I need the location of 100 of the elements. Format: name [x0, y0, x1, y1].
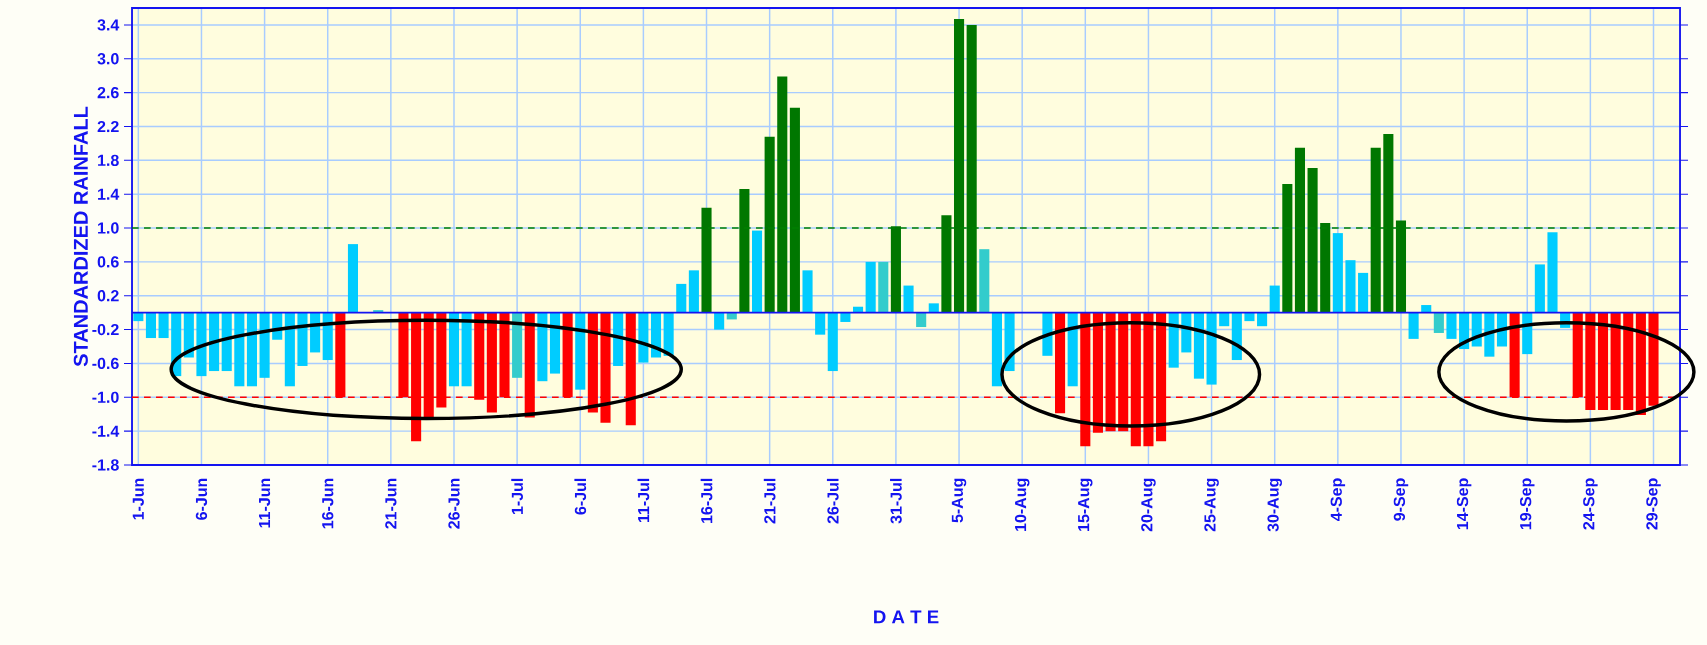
bar: [347, 244, 359, 313]
bar: [840, 312, 851, 322]
bar: [234, 312, 245, 387]
x-tick-label: 10-Aug: [1014, 478, 1030, 531]
bar: [991, 312, 1002, 387]
bar: [1193, 312, 1204, 379]
x-tick-label: 31-Jul: [890, 478, 902, 524]
x-tick-label: 19-Sep: [1520, 478, 1535, 530]
bar: [196, 312, 207, 377]
bar: [916, 312, 927, 328]
bar: [802, 270, 813, 313]
bar: [1042, 312, 1053, 356]
bar: [1408, 312, 1419, 339]
x-tick-label: 5-Aug: [951, 478, 967, 523]
y-tick-label: -1.4: [92, 425, 120, 437]
bar: [638, 312, 649, 363]
bar: [246, 312, 258, 387]
bar: [1231, 312, 1242, 361]
x-tick-label: 16-Jul: [700, 478, 713, 523]
bar: [1484, 312, 1495, 357]
bar: [512, 312, 523, 378]
bar: [663, 312, 674, 356]
bar: [1345, 260, 1356, 313]
bar: [1446, 312, 1457, 339]
x-tick-label: 26-Jun: [448, 478, 460, 529]
y-tick-label: -1.8: [92, 459, 119, 471]
bar: [183, 312, 194, 358]
bar: [1358, 272, 1369, 313]
bar: [1332, 233, 1343, 313]
x-axis-title: D A T E: [874, 610, 939, 624]
y-tick-label: 3.4: [97, 19, 120, 31]
y-tick-label: 3.0: [97, 53, 119, 65]
x-tick-label: 16-Jun: [322, 478, 334, 529]
x-tick-label: 21-Jul: [763, 478, 776, 524]
bar: [297, 312, 308, 366]
x-tick-label: 9-Sep: [1393, 478, 1409, 521]
bar: [650, 312, 662, 358]
x-tick-label: 26-Jul: [826, 478, 839, 524]
bar: [1269, 285, 1280, 313]
bar: [751, 230, 763, 313]
bar: [461, 312, 472, 387]
bar: [676, 283, 687, 313]
bar: [1206, 312, 1217, 385]
x-tick-label: 29-Sep: [1646, 478, 1661, 530]
x-tick-label: 6-Jul: [574, 478, 587, 515]
bar: [145, 312, 157, 339]
bar: [158, 312, 169, 339]
x-tick-label: 21-Jun: [385, 478, 397, 529]
bar: [284, 312, 295, 387]
x-tick-label: 1-Jun: [132, 478, 144, 520]
bar: [827, 312, 838, 372]
bar: [448, 312, 460, 387]
x-tick-label: 25-Aug: [1204, 478, 1219, 532]
x-tick-label: 4-Sep: [1330, 478, 1346, 522]
bar: [865, 261, 876, 313]
bar: [1522, 312, 1533, 355]
y-tick-label: 2.2: [97, 120, 119, 133]
y-tick-label: -1.0: [92, 391, 119, 403]
bar: [322, 312, 333, 361]
bar: [815, 312, 826, 335]
x-tick-label: 15-Aug: [1078, 478, 1093, 531]
x-tick-label: 24-Sep: [1583, 478, 1598, 530]
y-tick-label: 1.0: [98, 222, 119, 234]
y-axis-title: STANDARDIZED RAINFALL: [73, 106, 88, 367]
bar: [688, 270, 699, 313]
bar: [1219, 312, 1230, 327]
bar: [1547, 232, 1558, 313]
bar: [575, 312, 586, 390]
y-tick-label: 2.6: [97, 86, 119, 99]
bar: [537, 312, 548, 382]
y-tick-label: -0.6: [92, 357, 119, 370]
y-tick-label: 0.6: [97, 256, 119, 268]
y-tick-label: 1.4: [98, 188, 120, 200]
x-tick-label: 1-Jul: [511, 478, 523, 515]
y-tick-label: 1.8: [98, 154, 119, 166]
bar: [979, 249, 990, 313]
x-tick-label: 11-Jul: [637, 478, 650, 523]
bar: [549, 312, 561, 374]
bar: [1244, 312, 1255, 322]
y-tick-label: -0.2: [92, 323, 119, 336]
bar: [133, 312, 144, 322]
bar: [1067, 312, 1078, 387]
x-tick-label: 6-Jun: [195, 478, 208, 520]
bar: [1257, 312, 1268, 327]
y-tick-label: 0.2: [97, 290, 119, 302]
bar: [1004, 312, 1015, 372]
bar: [221, 312, 232, 372]
x-tick-label: 14-Sep: [1456, 478, 1472, 530]
bar: [903, 285, 914, 313]
bar: [209, 312, 220, 372]
x-tick-label: 11-Jun: [259, 478, 271, 528]
bar: [1534, 264, 1545, 313]
bar: [259, 312, 270, 378]
bar: [878, 261, 889, 313]
bar: [714, 312, 725, 330]
bar: [1433, 312, 1444, 333]
x-tick-label: 30-Aug: [1267, 478, 1282, 532]
x-tick-label: 20-Aug: [1141, 478, 1156, 532]
bar: [928, 303, 939, 313]
bar: [1168, 312, 1179, 368]
